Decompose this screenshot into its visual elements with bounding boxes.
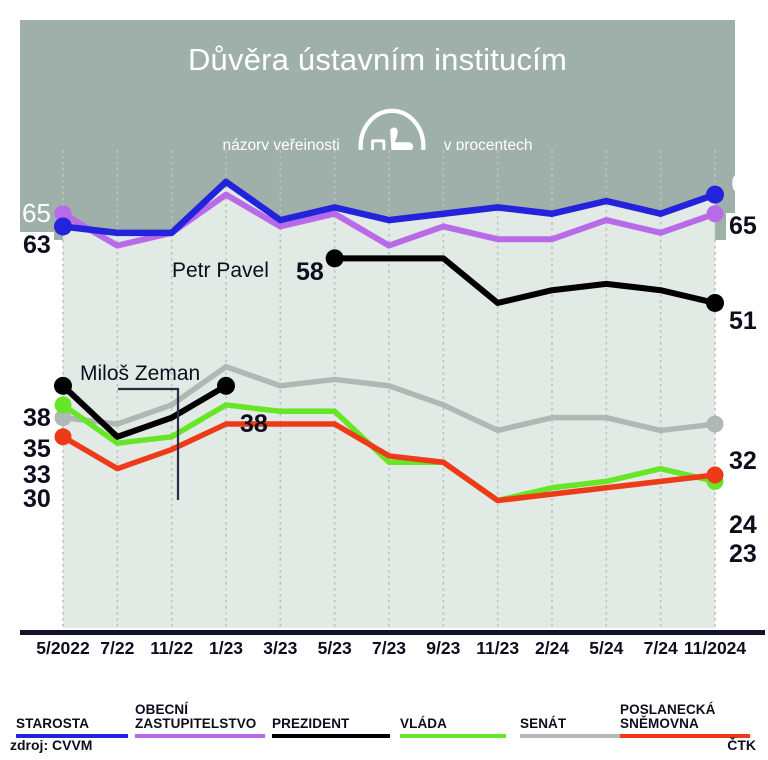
legend-item-vlda[interactable]: VLÁDA	[400, 717, 506, 738]
annotation-milos-zeman: Miloš Zeman	[80, 362, 201, 385]
agency-credit: ČTK	[727, 737, 756, 753]
series-endpoint-dots	[54, 185, 724, 490]
legend-item-starosta[interactable]: STAROSTA	[16, 717, 128, 738]
value-label-left-vlada: 35	[20, 436, 54, 463]
subtitle-left: názory veřejnosti	[222, 137, 340, 154]
endpoint-dot-prezident	[217, 376, 235, 395]
endpoint-dot-starosta	[706, 185, 724, 204]
x-axis-label: 5/2022	[36, 638, 90, 658]
annotation-petr-pavel-value: 58	[296, 258, 324, 286]
legend-label-line1: POSLANECKÁ	[620, 702, 716, 717]
subtitle-right: v procentech	[443, 137, 533, 154]
endpoint-dot-prezident	[54, 376, 72, 395]
x-axis-label: 5/23	[317, 638, 352, 658]
endpoint-dot-prezident	[706, 293, 724, 312]
legend-color-swatch	[272, 734, 390, 738]
endpoint-dot-senat	[706, 415, 724, 433]
x-axis-label: 1/23	[208, 638, 244, 658]
value-label-right-poslanecka: 24	[726, 512, 760, 539]
source-note: zdroj: CVVM	[10, 737, 93, 753]
annotation-petr-pavel: Petr Pavel	[172, 259, 269, 282]
value-label-right-vlada: 23	[726, 541, 760, 568]
value-label-left-prezident: 38	[20, 405, 54, 432]
x-axis-label: 7/23	[371, 638, 407, 658]
endpoint-dot-poslanecka_snemovna	[54, 428, 72, 446]
legend-color-swatch	[400, 734, 506, 738]
legend-label-line1: OBECNÍ	[135, 702, 189, 717]
legend-label: VLÁDA	[400, 716, 447, 731]
x-axis-label: 7/22	[100, 638, 135, 658]
legend: STAROSTA OBECNÍ ZASTUPITELSTVO PREZIDENT VLÁ…	[0, 690, 768, 738]
x-axis-label: 7/24	[643, 638, 678, 658]
value-label-right-starosta: 68	[731, 168, 760, 198]
legend-item-obecn[interactable]: OBECNÍ ZASTUPITELSTVO	[135, 703, 265, 738]
series-line-starosta	[59, 178, 719, 237]
x-axis-label: 3/23	[263, 638, 298, 658]
endpoint-dot-prezident	[325, 249, 344, 268]
endpoint-dot-obecni_zastupitelstvo	[706, 205, 724, 223]
page-title: Důvěra ústavním institucím	[187, 42, 568, 77]
endpoint-dot-obecni_zastupitelstvo	[54, 205, 72, 223]
value-label-right-prezident: 51	[726, 308, 760, 335]
value-label-left-senat: 33	[20, 462, 54, 489]
legend-label: SENÁT	[520, 716, 567, 731]
legend-color-swatch	[620, 734, 750, 738]
value-label-right-senat: 32	[726, 448, 760, 475]
endpoint-dot-poslanecka_snemovna	[706, 466, 724, 484]
series-line-poslanecka_snemovna	[60, 421, 718, 504]
endpoint-dot-vlada	[54, 396, 72, 414]
series-line-vlada	[60, 402, 718, 504]
legend-label-line2: SNĚMOVNA	[620, 716, 699, 731]
endpoint-dot-senat	[54, 409, 72, 427]
legend-label: PREZIDENT	[272, 716, 350, 731]
series-line-senat	[60, 363, 718, 434]
legend-item-prezident[interactable]: PREZIDENT	[272, 717, 390, 738]
legend-color-swatch	[520, 734, 620, 738]
x-axis-label: 5/24	[589, 638, 624, 658]
legend-color-swatch	[16, 734, 128, 738]
x-axis-label: 2/24	[534, 638, 570, 658]
series-line-prezident	[60, 382, 229, 440]
x-axis-labels: 5/2022 7/22 11/22 1/23 3/23 5/23 7/23 9/23 11/23…	[0, 638, 768, 666]
value-label-right-obecni: 65	[726, 213, 760, 240]
x-axis-label: 11/22	[150, 638, 194, 658]
series-line-prezident	[331, 255, 718, 306]
legend-label-line2: ZASTUPITELSTVO	[135, 716, 257, 731]
annotation-zeman-value: 38	[240, 410, 268, 438]
x-axis-label: 9/23	[426, 638, 461, 658]
legend-item-poslaneck[interactable]: POSLANECKÁ SNĚMOVNA	[620, 703, 750, 738]
value-label-left-poslanecka: 30	[20, 486, 54, 513]
endpoint-dot-starosta	[54, 217, 72, 236]
legend-item-sent[interactable]: SENÁT	[520, 717, 620, 738]
x-axis-label: 11/2024	[683, 638, 747, 658]
x-axis-rule	[20, 630, 765, 635]
value-label-left-obecni: 65	[22, 198, 51, 228]
value-label-left-starosta: 63	[20, 232, 54, 259]
legend-color-swatch	[135, 734, 265, 738]
milos-zeman-leader-line	[118, 387, 180, 500]
legend-label: STAROSTA	[16, 716, 90, 731]
series-lines	[59, 178, 719, 504]
x-axis-label: 11/23	[476, 638, 520, 658]
